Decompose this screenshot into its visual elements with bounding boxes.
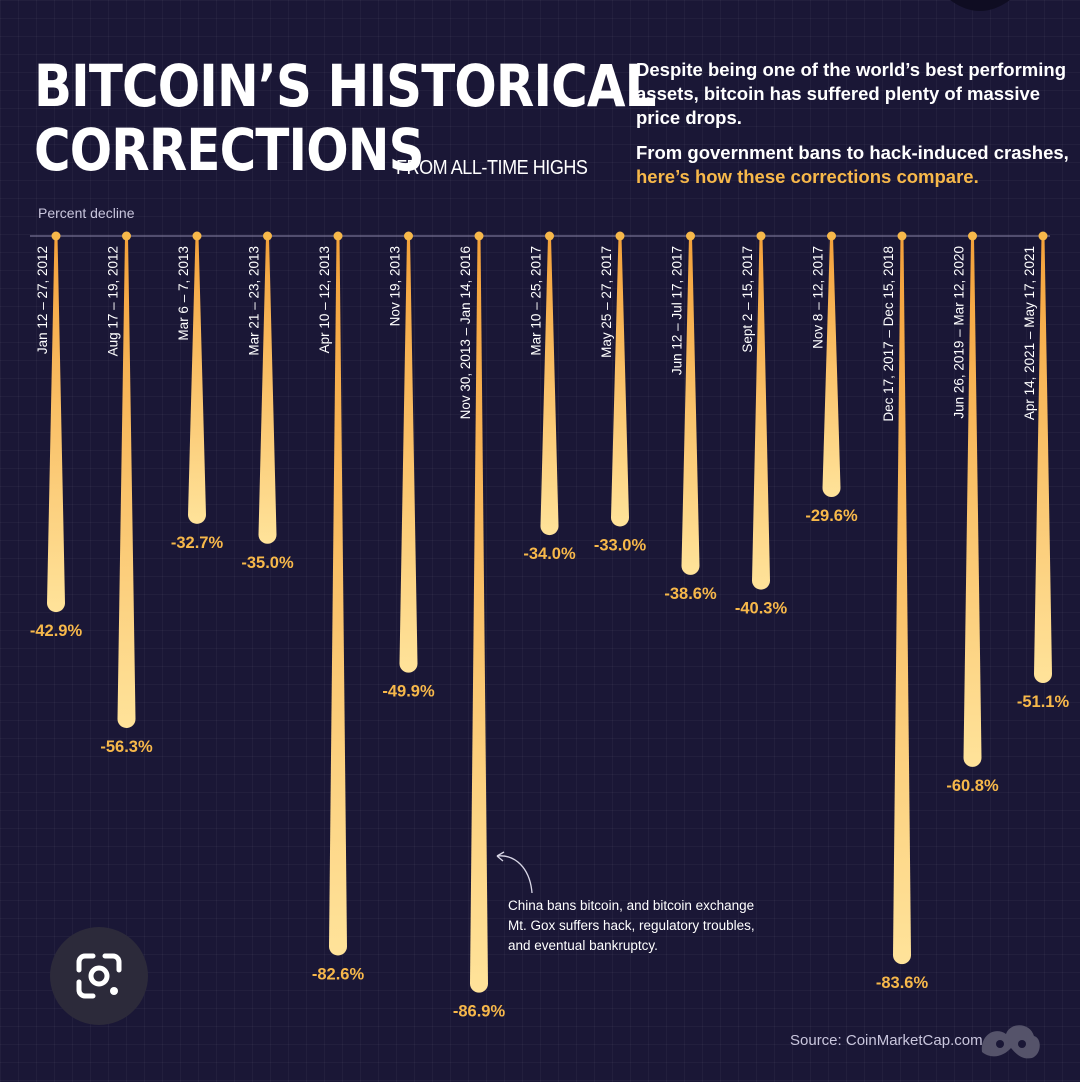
drop-bar [399,236,418,673]
category-label: Jun 12 – Jul 17, 2017 [670,246,685,375]
category-label: May 25 – 27, 2017 [599,246,614,358]
subtitle: FROM ALL-TIME HIGHS [396,157,588,179]
category-label: Nov 8 – 12, 2017 [811,246,826,349]
value-label: -34.0% [523,545,576,563]
intro-paragraph-1: Despite being one of the world’s best pe… [636,59,1066,128]
drop-bar [47,236,65,613]
drop-bar [1034,236,1052,684]
annotation-text: China bans bitcoin, and bitcoin exchange… [508,898,755,953]
category-label: Sept 2 – 15, 2017 [740,246,755,353]
date-marker-dot [404,231,413,241]
value-label: -86.9% [453,1003,506,1021]
date-marker-dot [827,231,836,241]
category-label: Mar 10 – 25, 2017 [529,246,544,356]
value-label: -49.9% [382,683,435,701]
value-label: -29.6% [805,507,858,525]
drop-bar [117,236,136,728]
date-marker-dot [545,231,554,241]
category-label: Dec 17, 2017 – Dec 15, 2018 [881,246,896,422]
value-label: -33.0% [594,536,647,554]
annotation-arrow [496,855,533,894]
date-marker-dot [1038,231,1048,241]
drop-bar [258,236,277,544]
date-marker-dot [192,231,202,241]
intro-paragraph-2: From government bans to hack-induced cra… [636,141,1076,189]
date-marker-dot [474,231,484,241]
drop-bar [540,236,559,536]
date-marker-dot [686,231,695,241]
intro-text: Despite being one of the world’s best pe… [636,58,1076,200]
date-marker-dot [756,231,766,241]
drop-bar [611,236,629,527]
drop-bar [893,236,911,965]
title-line-2: CORRECTIONS [34,116,425,184]
date-marker-dot [122,231,131,241]
title-line-1: BITCOIN’S HISTORICAL [34,52,656,120]
date-marker-dot [263,231,272,241]
drop-bar [188,236,206,524]
date-marker-dot [615,231,625,241]
drop-bar [470,236,488,993]
drop-bar [963,236,982,767]
date-marker-dot [968,231,977,241]
category-label: Nov 19, 2013 [388,246,403,326]
corner-decoration [950,0,1010,11]
category-label: Nov 30, 2013 – Jan 14, 2016 [458,246,473,419]
category-label: Apr 14, 2021 – May 17, 2021 [1022,246,1037,420]
value-label: -42.9% [30,622,83,640]
google-lens-icon [76,953,122,999]
page-title: BITCOIN’S HISTORICAL CORRECTIONS [34,54,656,182]
value-label: -35.0% [241,554,294,572]
value-label: -83.6% [876,974,929,992]
category-label: Jun 26, 2019 – Mar 12, 2020 [952,246,967,419]
value-label: -60.8% [946,777,999,795]
value-label: -51.1% [1017,693,1070,711]
value-label: -32.7% [171,534,224,552]
brand-logo-icon [981,1025,1040,1059]
date-marker-dot [51,231,61,241]
value-label: -40.3% [735,600,788,618]
category-label: Mar 6 – 7, 2013 [176,246,191,341]
drop-bar [329,236,347,956]
value-label: -38.6% [664,585,717,603]
intro-highlight: here’s how these corrections compare. [636,166,979,187]
category-label: Jan 12 – 27, 2012 [35,246,50,354]
y-axis-label: Percent decline [38,205,135,221]
value-label: -56.3% [100,738,153,756]
category-label: Apr 10 – 12, 2013 [317,246,332,353]
google-lens-button[interactable] [50,927,148,1025]
category-label: Aug 17 – 19, 2012 [106,246,121,356]
intro-paragraph-2-text: From government bans to hack-induced cra… [636,142,1069,163]
annotation-arrowhead [496,851,505,862]
drop-bar [752,236,770,590]
drop-bar [681,236,700,575]
source-credit: Source: CoinMarketCap.com [790,1032,983,1049]
date-marker-dot [897,231,907,241]
drop-bar [822,236,841,498]
value-label: -82.6% [312,965,365,983]
date-marker-dot [333,231,343,241]
category-label: Mar 21 – 23, 2013 [247,246,262,356]
